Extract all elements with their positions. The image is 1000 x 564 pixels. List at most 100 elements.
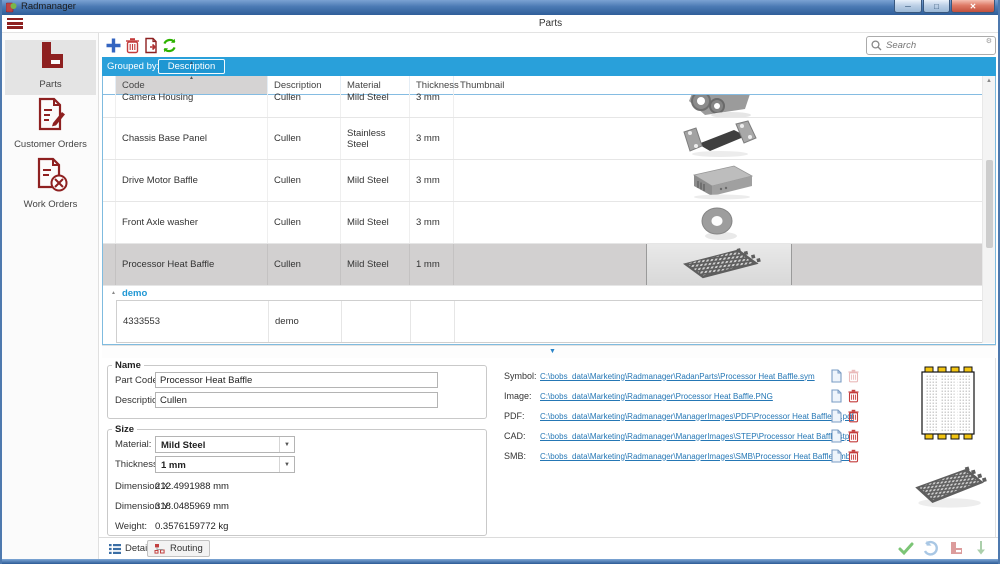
table-row-selected[interactable]: Processor Heat Baffle Cullen Mild Steel …: [103, 244, 984, 286]
cell-material: [342, 301, 411, 342]
search-input[interactable]: [886, 40, 978, 51]
scroll-up-icon[interactable]: ▲: [986, 78, 992, 84]
search-options-icon[interactable]: ⚙: [985, 38, 992, 45]
group-header-demo[interactable]: ▲ demo: [103, 286, 995, 300]
sidebar-item-label: Parts: [39, 79, 62, 90]
dimension-y-label: Dimension Y:: [115, 501, 171, 512]
sidebar-item-customer-orders[interactable]: Customer Orders: [5, 96, 96, 154]
save-part-icon[interactable]: [947, 539, 965, 557]
part-code-field[interactable]: [155, 372, 438, 388]
minimize-button[interactable]: ─: [894, 0, 922, 13]
close-button[interactable]: ✕: [951, 0, 995, 13]
link-row-pdf: PDF: C:\bobs_data\Marketing\Radmanager\M…: [504, 406, 964, 426]
column-header-thickness[interactable]: Thickness: [410, 76, 459, 94]
routing-icon: [154, 543, 165, 554]
column-header-thumbnail[interactable]: Thumbnail: [460, 80, 505, 91]
cell-code: Drive Motor Baffle: [116, 160, 268, 201]
column-header-description[interactable]: Description: [268, 76, 341, 94]
table-row[interactable]: Front Axle washer Cullen Mild Steel 3 mm: [103, 202, 984, 244]
dimension-y-value: 318.0485969 mm: [155, 501, 229, 512]
sidebar-item-label: Customer Orders: [14, 139, 87, 150]
sidebar-item-parts[interactable]: Parts: [5, 40, 96, 95]
detail-tab-bar: Detail Routing: [99, 537, 998, 558]
detail-list-icon: [109, 543, 121, 554]
sidebar-item-work-orders[interactable]: Work Orders: [5, 156, 96, 214]
material-dropdown[interactable]: Mild Steel ▼: [155, 436, 295, 453]
customer-orders-icon: [38, 97, 65, 131]
search-box[interactable]: ⚙: [866, 36, 996, 55]
view-file-icon[interactable]: [830, 369, 843, 383]
thickness-dropdown[interactable]: 1 mm ▼: [155, 456, 295, 473]
table-row[interactable]: Camera Housing Cullen Mild Steel 3 mm: [103, 92, 984, 118]
symbol-preview-image: [921, 366, 975, 440]
material-label: Material:: [115, 439, 152, 450]
window-frame-bottom: [2, 559, 998, 564]
table-row[interactable]: 4333553 demo: [116, 300, 984, 343]
app-logo-icon: [6, 2, 17, 13]
view-file-icon[interactable]: [830, 389, 843, 403]
parts-table: ▲ Code Description Material Thickness Th…: [102, 76, 996, 345]
download-arrow-icon[interactable]: [972, 539, 990, 557]
thumbnail-camera-housing: [689, 95, 751, 117]
column-header-code[interactable]: ▲ Code: [116, 76, 268, 94]
description-field[interactable]: [155, 392, 438, 408]
name-section: Name Part Code: Description:: [107, 360, 487, 419]
pdf-file-link[interactable]: C:\bobs_data\Marketing\Radmanager\Manage…: [540, 411, 854, 421]
table-header-row: ▲ Code Description Material Thickness Th…: [103, 76, 984, 95]
link-row-cad: CAD: C:\bobs_data\Marketing\Radmanager\M…: [504, 426, 964, 446]
cell-material: Stainless Steel: [341, 118, 410, 159]
view-file-icon[interactable]: [830, 449, 843, 463]
refresh-button[interactable]: [161, 37, 178, 54]
sidebar-item-label: Work Orders: [23, 199, 78, 210]
delete-file-icon[interactable]: [847, 389, 860, 403]
collapse-detail-icon[interactable]: ▼: [549, 348, 556, 355]
view-file-icon[interactable]: [830, 429, 843, 443]
export-part-button[interactable]: [143, 37, 160, 54]
tab-detail[interactable]: Detail: [103, 540, 155, 557]
menu-hamburger-icon[interactable]: [7, 18, 23, 30]
table-scrollbar[interactable]: ▲: [982, 76, 995, 343]
delete-file-icon[interactable]: [847, 409, 860, 423]
cell-thickness: [411, 301, 455, 342]
add-part-button[interactable]: [105, 37, 122, 54]
cell-description: Cullen: [268, 160, 341, 201]
undo-icon[interactable]: [922, 539, 940, 557]
weight-value: 0.3576159772 kg: [155, 521, 229, 532]
group-name: demo: [121, 287, 148, 299]
row-indicator-header: [103, 76, 116, 94]
file-links: Symbol: C:\bobs_data\Marketing\Radmanage…: [504, 366, 964, 466]
group-column-chip[interactable]: ▲ Description: [158, 59, 225, 74]
apply-check-icon[interactable]: [897, 539, 915, 557]
delete-file-icon[interactable]: [847, 449, 860, 463]
cell-material: Mild Steel: [341, 202, 410, 243]
view-file-icon[interactable]: [830, 409, 843, 423]
image-file-link[interactable]: C:\bobs_data\Marketing\Radmanager\Proces…: [540, 391, 773, 401]
cad-file-link[interactable]: C:\bobs_data\Marketing\Radmanager\Manage…: [540, 431, 850, 441]
sort-caret-icon: ▲: [189, 60, 194, 66]
symbol-file-link[interactable]: C:\bobs_data\Marketing\Radmanager\RadanP…: [540, 371, 815, 381]
parts-icon: [41, 42, 63, 68]
smb-file-link[interactable]: C:\bobs_data\Marketing\Radmanager\Manage…: [540, 451, 851, 461]
scrollbar-thumb[interactable]: [986, 160, 993, 248]
table-row[interactable]: Chassis Base Panel Cullen Stainless Stee…: [103, 118, 984, 160]
delete-file-icon[interactable]: [847, 429, 860, 443]
column-header-material[interactable]: Material: [341, 76, 410, 94]
link-row-symbol: Symbol: C:\bobs_data\Marketing\Radmanage…: [504, 366, 964, 386]
maximize-button[interactable]: □: [923, 0, 950, 13]
link-row-image: Image: C:\bobs_data\Marketing\Radmanager…: [504, 386, 964, 406]
chevron-down-icon: ▼: [279, 437, 294, 452]
cell-description: demo: [269, 301, 342, 342]
delete-part-button[interactable]: [124, 37, 141, 54]
tab-routing[interactable]: Routing: [147, 540, 210, 557]
delete-file-icon[interactable]: [847, 369, 860, 383]
cell-thickness: 3 mm: [410, 202, 454, 243]
part-3d-preview-image: [915, 466, 987, 508]
cell-description: Cullen: [268, 118, 341, 159]
thumbnail-drive-motor-baffle: [692, 165, 754, 199]
panel-splitter[interactable]: ▼: [102, 345, 996, 358]
table-row[interactable]: Drive Motor Baffle Cullen Mild Steel 3 m…: [103, 160, 984, 202]
thickness-label: Thickness:: [115, 459, 161, 470]
cell-material: Mild Steel: [341, 244, 410, 285]
cell-code: Processor Heat Baffle: [116, 244, 268, 285]
